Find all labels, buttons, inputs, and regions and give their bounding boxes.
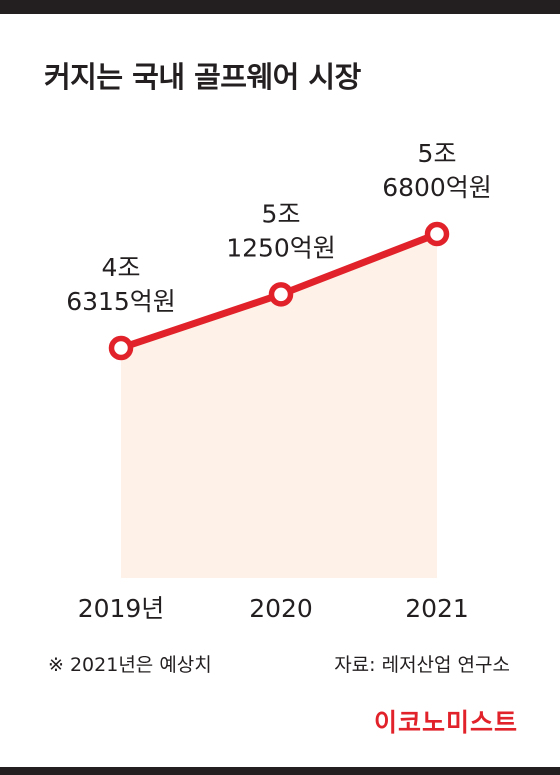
- bottom-bar: [0, 767, 560, 775]
- data-label-2-line-2: 1250억원: [226, 233, 336, 262]
- top-bar: [0, 0, 560, 14]
- data-point-2: [268, 282, 294, 307]
- data-point-3: [424, 221, 450, 247]
- x-tick-label-1: 2019년: [78, 594, 165, 623]
- source-note: 자료: 레저산업 연구소: [334, 654, 510, 676]
- area-fill: [121, 234, 437, 578]
- data-label-3-line-1: 5조: [418, 139, 457, 168]
- data-label-2-line-1: 5조: [262, 199, 301, 228]
- footnote: ※ 2021년은 예상치: [48, 654, 212, 676]
- data-label-1-line-2: 6315억원: [66, 287, 176, 316]
- x-tick-label-3: 2021: [405, 594, 469, 623]
- x-tick-label-2: 2020: [249, 594, 313, 623]
- data-label-3-line-2: 6800억원: [382, 173, 492, 202]
- data-point-1: [108, 335, 134, 361]
- brand-logo: 이코노미스트: [373, 708, 518, 737]
- chart-title: 커지는 국내 골프웨어 시장: [44, 60, 361, 94]
- data-label-1-line-1: 4조: [102, 253, 141, 282]
